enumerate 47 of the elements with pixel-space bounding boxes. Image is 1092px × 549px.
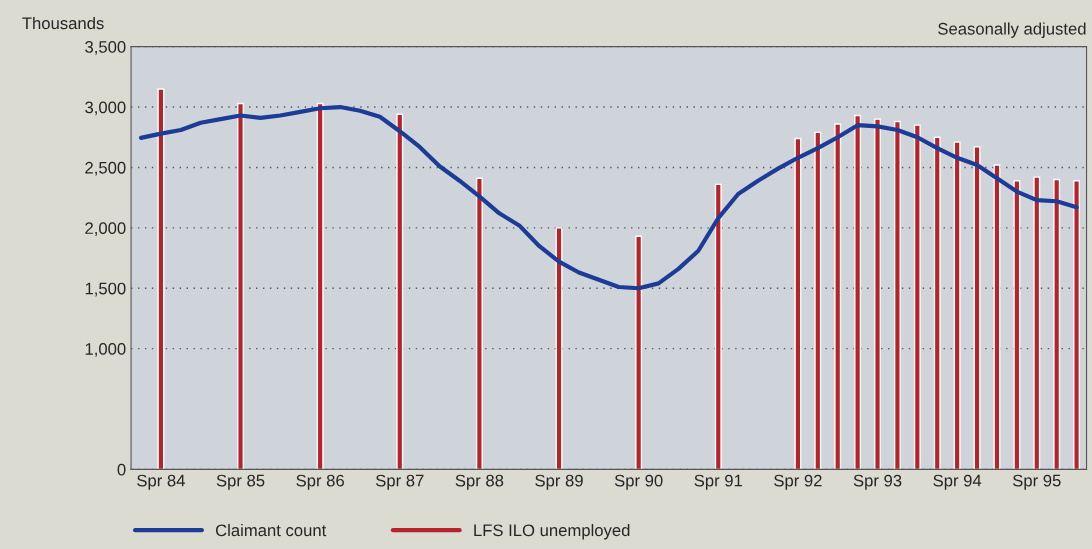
x-tick-label: Spr 86 <box>296 474 344 490</box>
x-tick-label: Spr 93 <box>853 474 902 490</box>
bar <box>1033 176 1041 470</box>
legend-label: Claimant count <box>215 523 327 537</box>
bar <box>475 177 483 470</box>
bar <box>973 146 981 470</box>
x-tick-label: Spr 85 <box>216 474 265 490</box>
y-tick-label: 2,500 <box>85 161 126 176</box>
bar <box>993 164 1001 470</box>
bar <box>834 123 842 470</box>
y-tick-label: 3,000 <box>85 101 126 116</box>
bar <box>396 113 404 470</box>
bar <box>237 102 245 470</box>
bar <box>794 137 802 470</box>
x-tick-label: Spr 90 <box>614 474 663 490</box>
bar <box>854 114 862 470</box>
bar <box>933 136 941 470</box>
y-tick-label: 2,000 <box>85 222 126 237</box>
x-tick-label: Spr 91 <box>694 474 743 490</box>
bar <box>893 120 901 470</box>
y-axis-title: Thousands <box>22 16 104 30</box>
bar <box>913 124 921 470</box>
bar <box>714 183 722 470</box>
line-series <box>138 104 1079 291</box>
y-tick-label: 0 <box>117 463 126 476</box>
bar <box>814 131 822 470</box>
x-tick-label: Spr 89 <box>535 474 583 490</box>
x-tick-label: Spr 84 <box>137 474 185 490</box>
bar <box>635 235 643 470</box>
bar <box>953 141 961 470</box>
y-tick-label: 1,500 <box>85 282 126 297</box>
legend-label: LFS ILO unemployed <box>474 523 630 540</box>
bar <box>157 88 165 470</box>
bar <box>874 118 882 470</box>
bar <box>1013 180 1021 470</box>
y-tick-label: 1,000 <box>85 343 126 357</box>
text: Seasonally adjusted <box>938 22 1086 38</box>
bar <box>316 102 324 470</box>
bar <box>555 227 563 470</box>
x-tick-label: Spr 92 <box>774 474 822 490</box>
x-tick-label: Spr 87 <box>375 474 424 490</box>
x-tick-label: Spr 88 <box>455 474 504 490</box>
y-tick-label: 3,500 <box>85 41 126 55</box>
x-tick-label: Spr 95 <box>1012 474 1061 490</box>
bar <box>1053 178 1061 470</box>
x-tick-label: Spr 94 <box>933 474 982 490</box>
bar <box>1073 180 1081 470</box>
